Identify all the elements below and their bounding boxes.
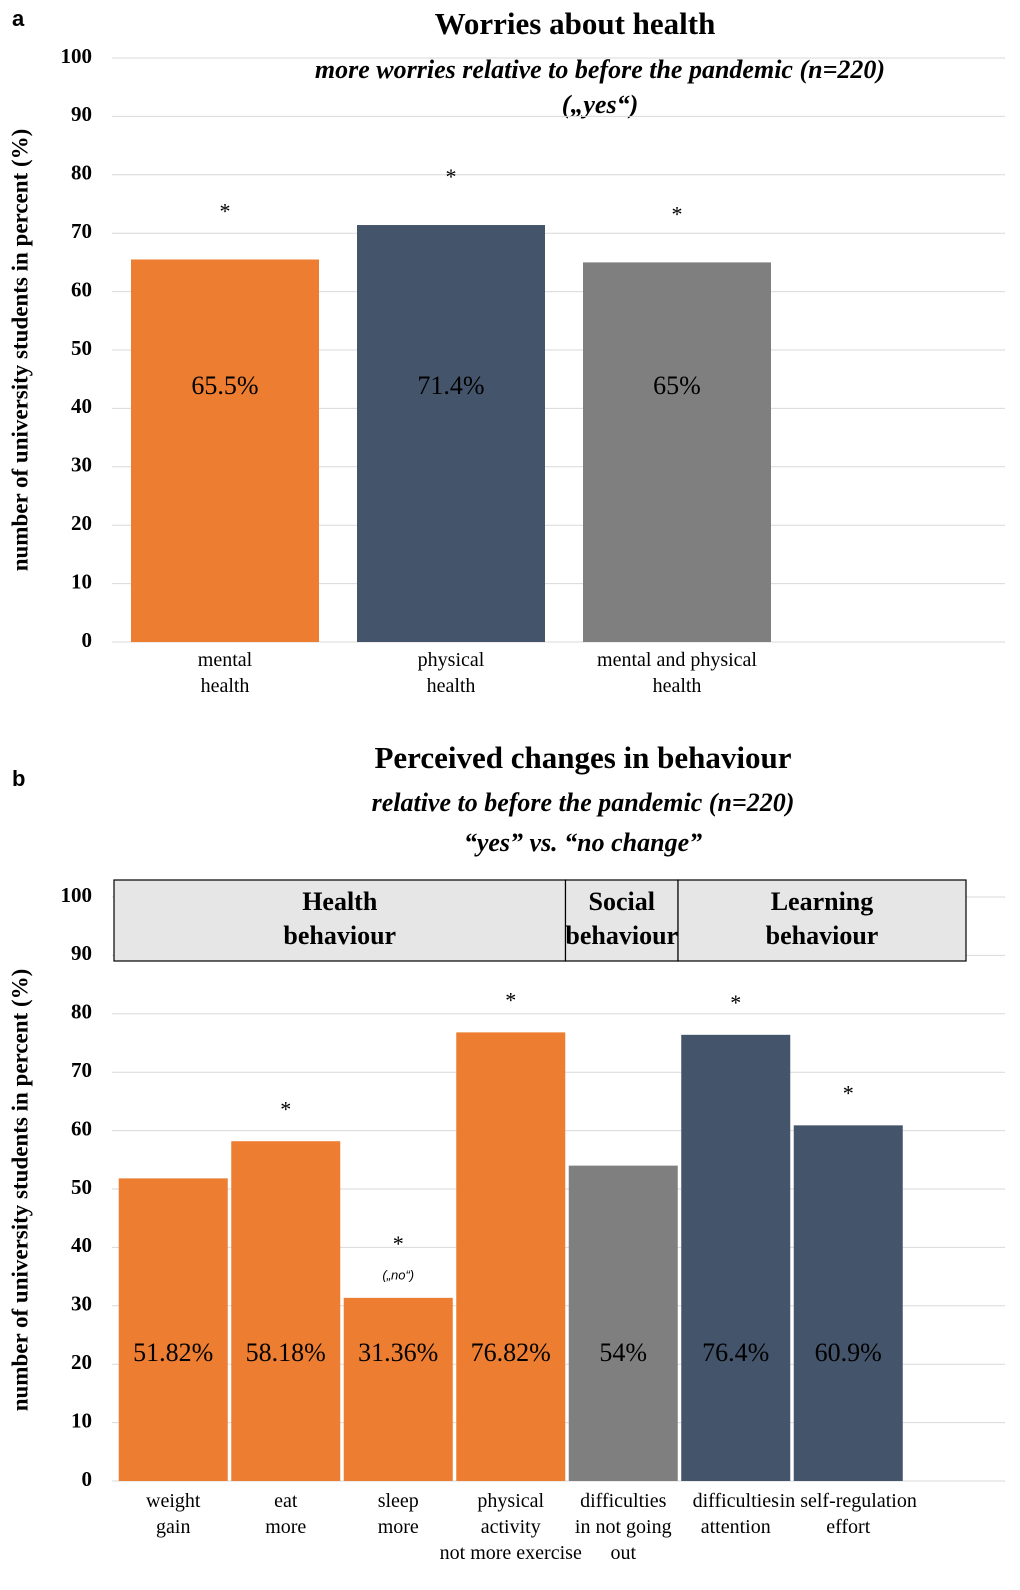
significance-marker: * [843,1080,854,1105]
y-tick-label: 50 [71,1175,92,1199]
bar [357,225,545,643]
x-tick-label: eat more [265,1490,306,1538]
subtitle: “yes” vs. “no change” [464,828,702,857]
panel-label: a [12,6,25,31]
bar [343,1297,453,1481]
y-tick-label: 0 [82,628,93,652]
y-tick-label: 0 [82,1467,93,1491]
data-label: 71.4% [417,371,484,400]
bar [456,1032,566,1481]
bar [793,1125,903,1481]
y-tick-label: 10 [71,569,92,593]
y-tick-label: 100 [61,883,93,907]
panel-label: b [12,766,25,791]
significance-marker: * [446,164,457,189]
group-box [677,879,967,962]
x-tick-label: physical activity not more exercise [440,1490,582,1564]
x-tick-label: sleep more [378,1490,419,1538]
significance-marker: * [280,1096,291,1121]
data-label: 65.5% [191,371,258,400]
x-tick-label: mental health [198,649,253,697]
bar [131,259,319,642]
bar [568,1165,678,1481]
group-label: Social behaviour [565,887,678,950]
subtitle: relative to before the pandemic (n=220) [372,788,795,817]
y-axis-label: number of university students in percent… [7,129,32,572]
chart-title: Worries about health [435,6,716,41]
y-tick-label: 90 [71,102,92,126]
subtitle: („yes“) [562,90,639,119]
y-tick-label: 90 [71,941,92,965]
data-label: 51.82% [133,1338,213,1367]
x-tick-label: difficulties in not going out [575,1490,672,1564]
significance-marker: * [505,987,516,1012]
y-tick-label: 100 [61,44,93,68]
data-label: 76.82% [471,1338,551,1367]
y-tick-label: 70 [71,219,92,243]
y-tick-label: 30 [71,1292,92,1316]
x-tick-label: weight gain [146,1490,201,1538]
y-tick-label: 80 [71,161,92,185]
y-tick-label: 60 [71,277,92,301]
bar [118,1178,228,1481]
data-label: 65% [653,371,701,400]
x-tick-label: physical health [418,649,485,697]
data-label: 60.9% [815,1338,882,1367]
significance-marker: * [730,990,741,1015]
bar [231,1141,341,1481]
y-tick-label: 70 [71,1058,92,1082]
y-tick-label: 40 [71,1233,92,1257]
data-label: 54% [599,1338,647,1367]
subtitle: more worries relative to before the pand… [315,55,885,84]
annotation: („no“) [382,1267,414,1282]
x-tick-label: in self-regulation effort [780,1490,917,1538]
bar [583,262,771,642]
group-box [564,879,679,962]
y-tick-label: 10 [71,1408,92,1432]
significance-marker: * [672,201,683,226]
chart-title: Perceived changes in behaviour [374,740,791,775]
bar [681,1034,791,1481]
significance-marker: * [220,199,231,224]
y-tick-label: 20 [71,511,92,535]
y-tick-label: 30 [71,453,92,477]
x-tick-label: difficulties attention [693,1490,779,1538]
group-label: Health behaviour [283,887,396,950]
group-box [113,879,567,962]
y-tick-label: 40 [71,394,92,418]
y-tick-label: 50 [71,336,92,360]
significance-marker: * [393,1231,404,1256]
y-tick-label: 80 [71,1000,92,1024]
data-label: 58.18% [246,1338,326,1367]
data-label: 31.36% [358,1338,438,1367]
y-tick-label: 20 [71,1350,92,1374]
y-tick-label: 60 [71,1116,92,1140]
y-axis-label: number of university students in percent… [7,969,32,1412]
data-label: 76.4% [702,1338,769,1367]
group-label: Learning behaviour [766,887,879,950]
x-tick-label: mental and physical health [597,649,757,697]
